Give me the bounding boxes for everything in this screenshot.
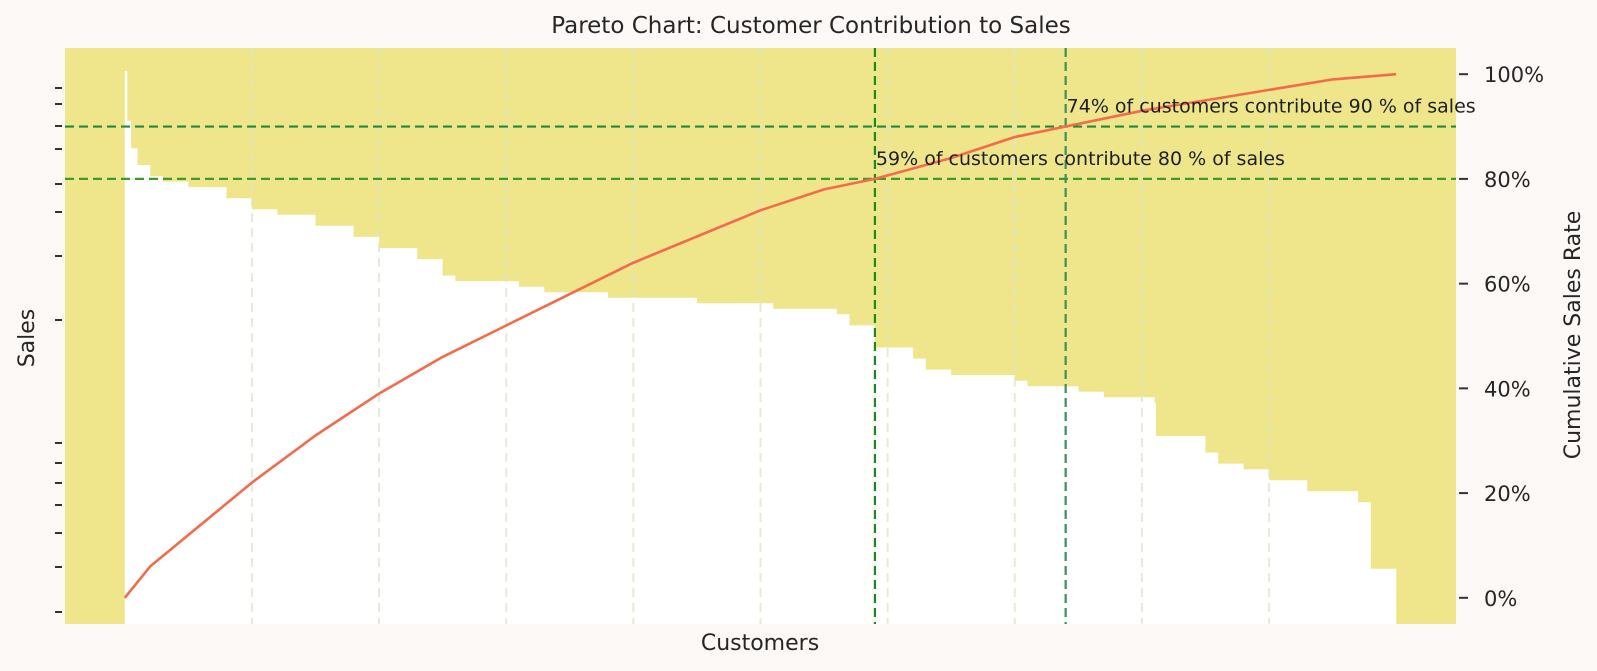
left-axis-ticks: [55, 87, 62, 613]
sales-bars: [124, 71, 1397, 624]
annotation-90: 74% of customers contribute 90 % of sale…: [1067, 96, 1476, 118]
right-tick-label-40: 40%: [1484, 377, 1531, 401]
chart-title: Pareto Chart: Customer Contribution to S…: [551, 13, 1070, 39]
cumulative-sales-line: [123, 72, 1397, 599]
annotation-80: 59% of customers contribute 80 % of sale…: [876, 148, 1285, 170]
bars-layer: [124, 71, 1397, 624]
right-tick-label-100: 100%: [1484, 63, 1544, 87]
right-y-axis-label: Cumulative Sales Rate: [1561, 211, 1586, 460]
left-y-axis-label: Sales: [15, 309, 40, 368]
right-tick-label-80: 80%: [1484, 168, 1531, 192]
threshold-layer: [65, 48, 1456, 624]
right-axis: 0% 20% 40% 60% 80% 100%: [1459, 63, 1544, 611]
right-tick-label-60: 60%: [1484, 273, 1531, 297]
grid-layer: [250, 48, 1271, 624]
cumulative-line-layer: [123, 72, 1397, 599]
x-axis-label: Customers: [701, 631, 819, 656]
right-tick-label-20: 20%: [1484, 482, 1531, 506]
annotation-layer: 59% of customers contribute 80 % of sale…: [876, 96, 1476, 170]
right-tick-label-0: 0%: [1484, 587, 1517, 611]
